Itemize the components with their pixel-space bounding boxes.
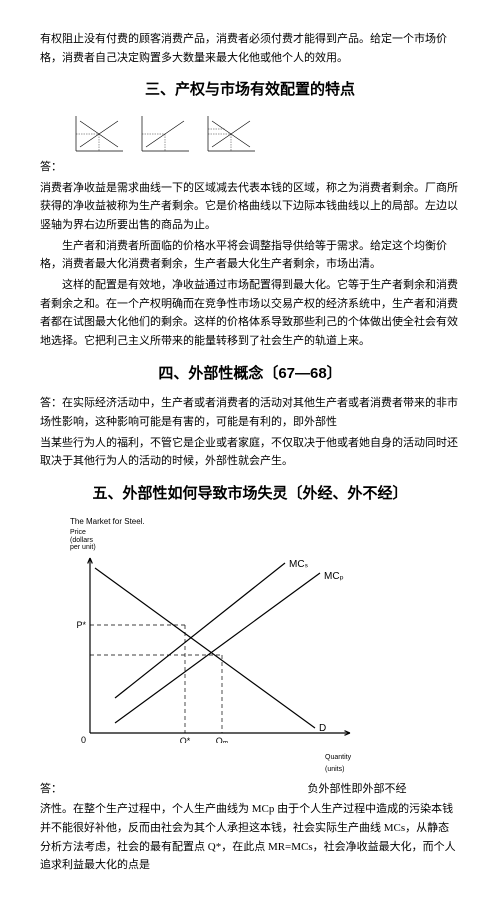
section3-chart-3: [200, 111, 260, 156]
section5-answer-row: 答： 负外部性即外部不经: [40, 780, 460, 799]
steel-chart-svg-wrap: MCₛ MCₚ D P* Q* Qₘ 0 Quantity (units): [70, 553, 360, 775]
section4-p1: 答：在实际经济活动中，生产者或者消费者的活动对其他生产者或者消费者带来的非市场性…: [40, 394, 460, 431]
svg-text:Qₘ: Qₘ: [216, 736, 229, 743]
section3-p3: 这样的配置是有效地，净收益通过市场配置得到最大化。它等于生产者剩余和消费者剩余之…: [40, 276, 460, 351]
section3-p2: 生产者和消费者所面临的价格水平将会调整指导供给等于需求。给定这个均衡价格，消费者…: [40, 237, 460, 274]
section3-chart-1: [68, 111, 128, 156]
svg-text:MCₛ: MCₛ: [289, 559, 309, 570]
svg-text:Q*: Q*: [180, 736, 191, 743]
intro-paragraph: 有权阻止没有付费的顾客消费产品，消费者必须付费才能得到产品。给定一个市场价格，消…: [40, 30, 460, 67]
section3-chart-2: [134, 111, 194, 156]
section5-answer-label: 答：: [40, 783, 62, 795]
svg-text:0: 0: [81, 735, 86, 743]
xlabel-line1: Quantity: [325, 754, 351, 761]
ylabel-line2: (dollars: [70, 537, 93, 544]
section5-side-note: 负外部性即外部不经: [308, 783, 407, 795]
steel-chart-ylabel: Price (dollars per unit): [70, 529, 460, 552]
steel-market-chart: MCₛ MCₚ D P* Q* Qₘ 0: [70, 553, 360, 743]
svg-text:D: D: [319, 723, 326, 734]
steel-chart-title: The Market for Steel.: [70, 515, 460, 529]
section3-charts-row: [68, 111, 460, 156]
section5-p1: 济性。在整个生产过程中，个人生产曲线为 MCp 由于个人生产过程中造成的污染本钱…: [40, 800, 460, 875]
ylabel-line3: per unit): [70, 544, 96, 551]
xlabel-line2: (units): [325, 766, 344, 773]
steel-chart-xlabel: Quantity (units): [325, 752, 360, 776]
svg-text:P*: P*: [76, 620, 86, 630]
ylabel-line1: Price: [70, 529, 86, 536]
svg-text:MCₚ: MCₚ: [324, 571, 344, 582]
section4-p2: 当某些行为人的福利，不管它是企业或者家庭，不仅取决于他或者她自身的活动同时还取决…: [40, 434, 460, 471]
section5-title: 五、外部性如何导致市场失灵〔外经、外不经〕: [40, 481, 460, 507]
section4-title: 四、外部性概念〔67—68〕: [40, 361, 460, 387]
section3-p1: 消费者净收益是需求曲线一下的区域减去代表本钱的区域，称之为消费者剩余。厂商所获得…: [40, 179, 460, 235]
section3-answer-label: 答：: [40, 158, 460, 177]
section3-title: 三、产权与市场有效配置的特点: [40, 77, 460, 103]
steel-market-chart-wrap: The Market for Steel. Price (dollars per…: [70, 515, 460, 776]
